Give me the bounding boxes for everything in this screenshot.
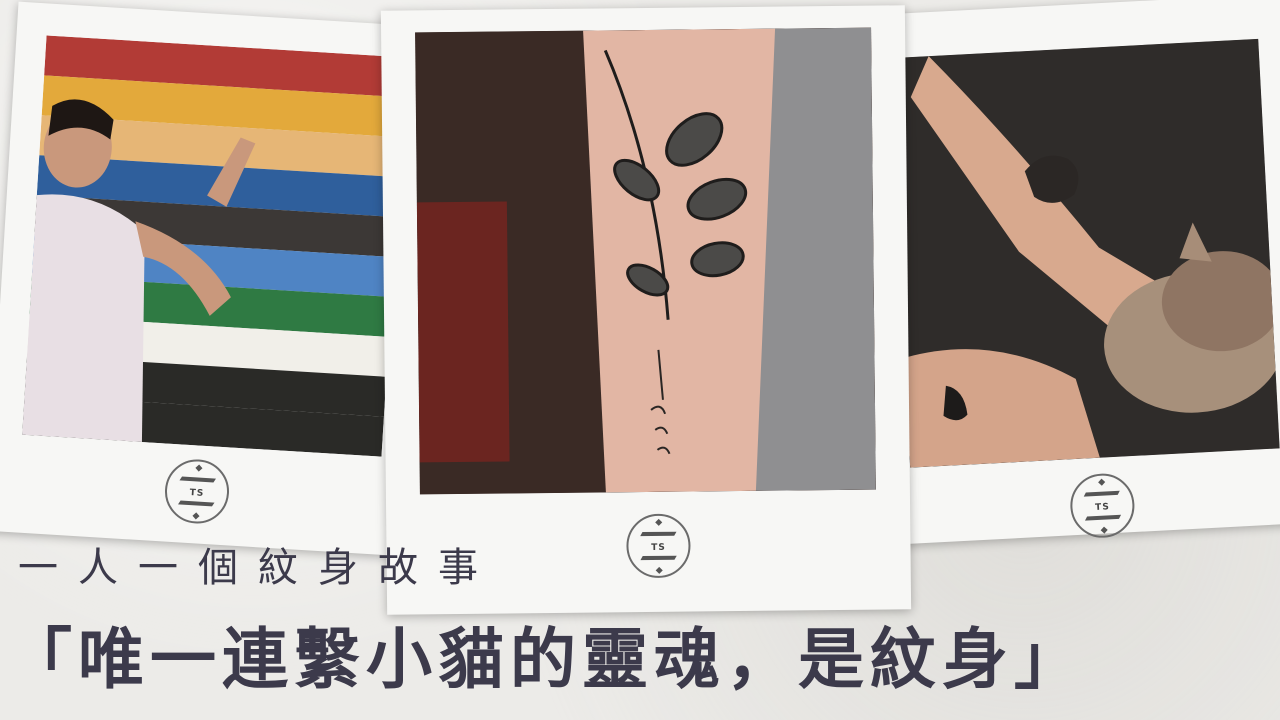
cat-tattoo-photo <box>888 38 1280 468</box>
headline-title: 「唯一連繫小貓的靈魂，是紋身」 <box>6 621 1086 698</box>
polaroid-rainbow: TS <box>0 1 438 557</box>
woman-figure <box>22 99 256 443</box>
ts-logo-icon: TS <box>163 457 231 526</box>
ts-logo-icon: TS <box>626 513 691 579</box>
logo-text: TS <box>1094 502 1111 514</box>
ts-logo-icon: TS <box>1068 472 1137 540</box>
cat-scene <box>888 38 1280 468</box>
forearm-scene <box>415 27 876 495</box>
polaroid-forearm: TS <box>380 5 912 615</box>
logo-text: TS <box>189 488 205 499</box>
subtitle: 一人一個紋身故事 <box>18 545 498 591</box>
logo-text: TS <box>651 542 666 553</box>
polaroid-cat: TS <box>866 0 1280 545</box>
forearm-plant-tattoo-photo <box>415 27 876 495</box>
rainbow-wall-photo <box>22 35 406 457</box>
